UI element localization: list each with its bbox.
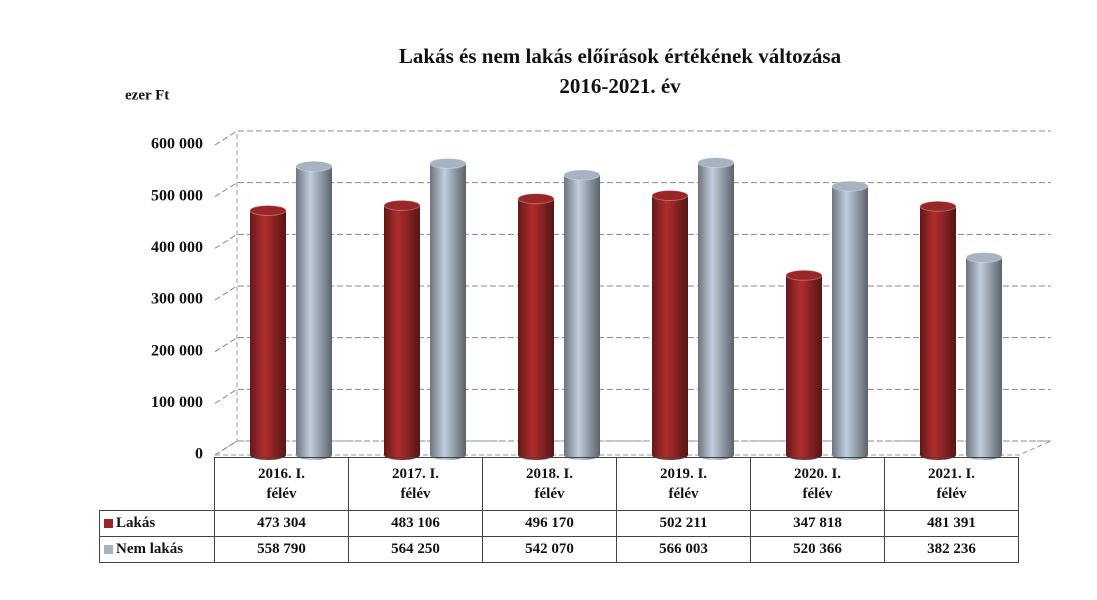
data-label: 520 366 <box>750 536 885 563</box>
bar-top <box>249 204 287 216</box>
data-label: 496 170 <box>482 510 617 537</box>
bar-top <box>697 157 735 169</box>
data-label: 502 211 <box>616 510 751 537</box>
bar-top <box>919 200 957 212</box>
data-label: 566 003 <box>616 536 751 563</box>
y-tick-label: 500 000 <box>151 187 203 204</box>
data-label: 382 236 <box>884 536 1019 563</box>
legend-label: Nem lakás <box>116 541 184 557</box>
chart-title: Lakás és nem lakás előírások értékének v… <box>399 44 842 68</box>
grid-line <box>214 130 1051 146</box>
legend-swatch <box>104 519 113 528</box>
bar <box>430 163 466 456</box>
bar-top <box>295 160 333 172</box>
plot-wall <box>214 131 1052 456</box>
bar-top <box>563 169 601 181</box>
bar-top <box>651 190 689 202</box>
bar <box>786 275 822 455</box>
bar <box>966 257 1002 455</box>
x-tick-label: 2016. I. félév <box>214 457 349 511</box>
bar <box>652 195 688 455</box>
data-label: 347 818 <box>750 510 885 537</box>
legend-entry: Nem lakás <box>99 536 215 563</box>
y-tick-label: 600 000 <box>151 136 203 153</box>
data-label: 473 304 <box>214 510 349 537</box>
bar-top <box>517 193 555 205</box>
bar-top <box>383 199 421 211</box>
grid-line <box>214 233 1051 249</box>
x-tick-label: 2018. I. félév <box>482 457 617 511</box>
legend-entry: Lakás <box>99 510 215 537</box>
data-table: 2016. I. félév 2017. I. félév 2018. I. fél… <box>99 457 1019 563</box>
y-tick-label: 300 000 <box>151 291 203 308</box>
grid-line <box>214 440 1051 456</box>
bar-top <box>965 252 1003 264</box>
y-tick-label: 200 000 <box>151 342 203 359</box>
y-tick-label: 400 000 <box>151 239 203 256</box>
x-tick-label: 2019. I. félév <box>616 457 751 511</box>
bar <box>384 205 420 455</box>
data-label: 542 070 <box>482 536 617 563</box>
grid-line <box>214 285 1051 301</box>
data-label: 558 790 <box>214 536 349 563</box>
data-label: 564 250 <box>348 536 483 563</box>
x-tick-label: 2021. I. félév <box>884 457 1019 511</box>
bar <box>920 206 956 455</box>
x-tick-label: 2020. I. félév <box>750 457 885 511</box>
bar-top <box>831 180 869 192</box>
legend-label: Lakás <box>116 515 156 531</box>
data-label: 481 391 <box>884 510 1019 537</box>
grid-line <box>214 337 1051 353</box>
bar <box>296 166 332 455</box>
bar <box>832 186 868 455</box>
bar <box>564 174 600 456</box>
bar <box>698 162 734 455</box>
grid-line <box>214 182 1051 198</box>
chart-subtitle: 2016-2021. év <box>559 74 681 98</box>
y-axis-label: ezer Ft <box>125 87 169 103</box>
bar-top <box>785 269 823 281</box>
bar-top <box>429 157 467 169</box>
x-tick-label: 2017. I. félév <box>348 457 483 511</box>
data-label: 483 106 <box>348 510 483 537</box>
grid-line <box>214 388 1051 404</box>
y-tick-label: 100 000 <box>151 394 203 411</box>
bar <box>250 210 286 455</box>
table-corner <box>99 457 215 511</box>
bar <box>518 198 554 455</box>
y-tick-label: 0 <box>195 446 203 463</box>
legend-swatch <box>104 545 113 554</box>
